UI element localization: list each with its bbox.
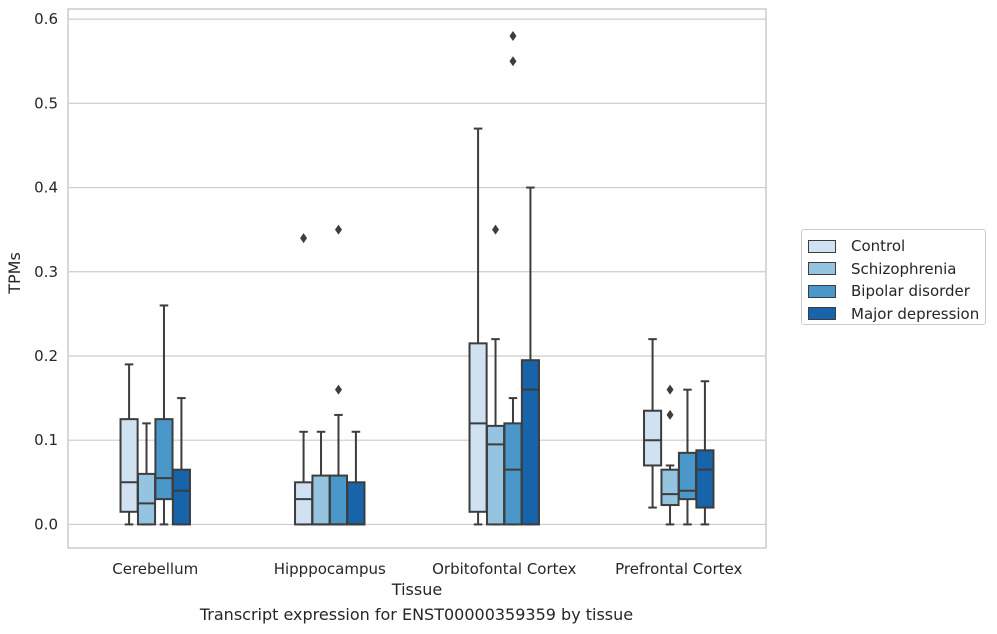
outlier-point <box>666 409 674 420</box>
legend-item: Major depression <box>808 303 985 326</box>
x-tick-label: Orbitofontal Cortex <box>432 560 576 578</box>
box-body <box>154 418 174 501</box>
box-body <box>294 481 314 526</box>
box-body <box>311 474 331 526</box>
box-plot-marks <box>119 30 715 526</box>
box-body <box>328 474 349 526</box>
y-tick-label: 0.3 <box>34 263 58 281</box>
legend-swatch <box>808 239 836 253</box>
y-tick-label: 0.1 <box>34 431 58 449</box>
x-tick-label: Prefrontal Cortex <box>615 560 742 578</box>
box-body <box>677 451 698 501</box>
box-bipolar-disorder-0 <box>154 304 174 526</box>
x-tick-label: Hipppocampus <box>274 560 386 578</box>
legend-label: Major depression <box>851 304 980 323</box>
legend-swatch <box>808 284 836 298</box>
box-body <box>643 409 663 467</box>
y-tick-label: 0.0 <box>34 515 58 533</box>
legend-label: Bipolar disorder <box>851 282 970 301</box>
outlier-point <box>334 224 342 235</box>
box-control-1 <box>294 233 314 526</box>
outlier-point <box>334 384 342 395</box>
box-body <box>660 468 680 507</box>
box-body <box>119 418 139 513</box>
x-tick-label: Cerebellum <box>112 560 198 578</box>
box-schizophrenia-2 <box>485 224 506 526</box>
box-body <box>503 422 523 526</box>
y-tick-labels: 0.0 0.1 0.2 0.3 0.4 0.5 0.6 <box>34 10 58 533</box>
outlier-point <box>509 30 517 41</box>
legend-swatch <box>808 262 836 276</box>
box-bipolar-disorder-2 <box>503 30 523 526</box>
box-body <box>520 359 540 526</box>
y-tick-label: 0.2 <box>34 347 58 365</box>
box-bipolar-disorder-3 <box>677 388 698 526</box>
y-tick-label: 0.4 <box>34 179 58 197</box>
box-body <box>485 424 506 526</box>
box-body <box>171 468 191 526</box>
y-tick-label: 0.5 <box>34 94 58 112</box>
legend-item: Schizophrenia <box>808 258 985 281</box>
box-bipolar-disorder-1 <box>328 224 349 526</box>
box-control-0 <box>119 363 139 526</box>
box-major-depression-0 <box>171 397 191 526</box>
outlier-point <box>300 233 308 244</box>
outlier-point <box>666 384 674 395</box>
box-major-depression-2 <box>520 186 540 526</box>
figure-caption: Transcript expression for ENST0000035935… <box>199 605 634 624</box>
box-control-2 <box>468 127 488 526</box>
y-tick-label: 0.6 <box>34 10 58 28</box>
legend-label: Control <box>851 237 906 256</box>
x-tick-labels: Cerebellum Hipppocampus Orbitofontal Corte… <box>112 560 742 578</box>
x-axis-label: Tissue <box>391 580 442 599</box>
box-schizophrenia-0 <box>136 422 157 526</box>
box-body <box>695 449 715 509</box>
box-body <box>346 481 366 526</box>
box-major-depression-1 <box>346 430 366 526</box>
legend: Control Schizophrenia Bipolar disorder Majo… <box>801 229 986 325</box>
box-control-3 <box>643 338 663 509</box>
box-body <box>468 342 488 513</box>
y-axis-label: TPMs <box>5 252 24 295</box>
box-major-depression-3 <box>695 380 715 526</box>
box-schizophrenia-1 <box>311 430 331 526</box>
grid-lines <box>68 18 766 526</box>
box-schizophrenia-3 <box>660 384 680 526</box>
legend-label: Schizophrenia <box>851 259 957 278</box>
legend-item: Control <box>808 235 985 258</box>
outlier-point <box>492 224 500 235</box>
box-body <box>136 472 157 526</box>
legend-swatch <box>808 307 836 321</box>
outlier-point <box>509 56 517 67</box>
plot-frame <box>67 8 767 549</box>
legend-item: Bipolar disorder <box>808 280 985 303</box>
